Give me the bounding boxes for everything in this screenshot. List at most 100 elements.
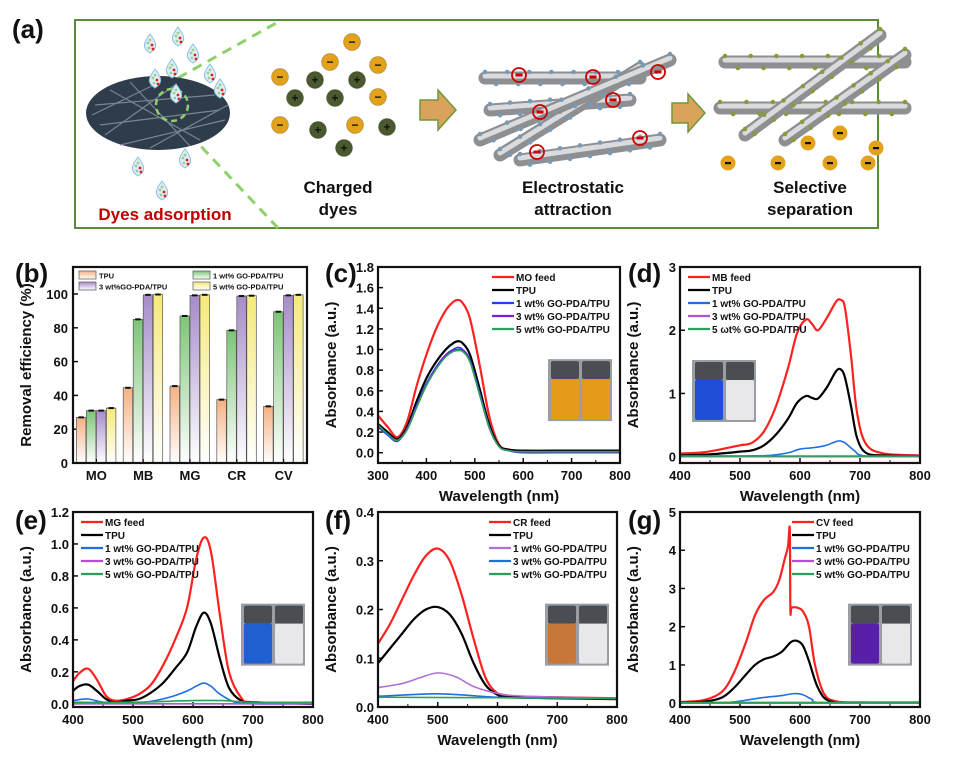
legend-item: TPU [81,531,125,542]
legend: MO feed TPU 1 wt% GO-PDA/TPU 3 wt% GO-PDA/T… [492,273,610,336]
y-tick-label: 5 [669,505,676,520]
x-tick-label: 800 [909,468,931,483]
bar-mb-series-3 [152,294,164,464]
x-tick-label: 800 [909,712,931,727]
y-tick-label: 0 [669,450,676,465]
series-line-0 [72,536,314,705]
y-tick-label: 0.4 [356,505,375,520]
schematic-dye-adsorption: Dyes adsorption −− −−−− −+ ++ ++ ++ Charged d… [74,19,912,230]
series-line-4 [377,349,620,453]
water-droplet-icon [155,180,169,201]
charge-symbol: − [326,55,333,69]
legend-b: TPU 1 wt% GO-PDA/TPU 3 wt%GO-PDA/TPU 5 wt% … [78,270,283,292]
plot-frame [71,510,315,709]
legend: MG feed TPU 1 wt% GO-PDA/TPU 3 wt% GO-PDA/T… [81,518,199,581]
legend-item: 1 wt% GO-PDA/TPU [81,544,199,555]
negative-charge-icon [532,104,548,120]
anion-dye-icon [720,155,736,171]
arrow-right-icon [419,88,458,132]
step-label-electrostatic-line1: Electrostatic [522,178,624,197]
anion-dye-icon: − [343,33,361,51]
legend-label: 1 wt% GO-PDA/TPU [105,544,199,555]
step-label-charged-dyes-line2: dyes [319,200,358,219]
legend-label: 1 wt% GO-PDA/TPU [516,299,610,310]
legend-item: 5 wt% GO-PDA/TPU [792,570,910,581]
step-label-electrostatic-line2: attraction [534,200,611,219]
y-tick-label: 0.2 [51,665,69,680]
anion-dye-icon [868,140,884,156]
vial-solution-icon [551,379,579,420]
legend-item: MO feed [492,273,555,284]
legend-label: 1 wt% GO-PDA/TPU [513,544,607,555]
chart-f-absorbance: 400 500 600 700 800 0.0 0.1 0.2 0.3 0.4 CR feed TPU… [323,505,628,749]
legend-label: MB feed [712,273,751,284]
x-tick-label: 500 [729,468,751,483]
y-tick-label: 0.2 [356,425,374,440]
panel-label-d: (d) [628,258,662,288]
legend-item: 1 wt% GO-PDA/TPU [792,544,910,555]
x-tick-label: 800 [302,712,324,727]
cation-dye-icon: + [348,71,366,89]
negative-charge-icon [585,69,601,85]
chart-e-absorbance: 400 500 600 700 800 0.0 0.2 0.4 0.6 0.8 1.0 1.2 MG f… [18,505,324,749]
x-tick-label: MO [86,468,107,483]
series-line-1 [679,367,921,458]
panel-label-b: (b) [15,258,49,288]
droplet-icons [131,26,227,201]
step-label-selective-line1: Selective [773,178,847,197]
legend-swatch [78,281,97,291]
bar-mb-series-0 [122,387,134,464]
legend-swatch [192,281,211,291]
legend-item: 3 wt% GO-PDA/TPU [492,312,610,323]
plot-frame [71,265,309,465]
bar-mg-series-0 [169,385,180,464]
legend-item: 5 ωt% GO-PDA/TPU [688,325,807,336]
fiber-network-electrostatic [473,51,677,167]
vial-cap-icon [551,361,579,380]
water-droplet-icon [213,78,227,99]
x-tick-label: 500 [122,712,144,727]
charge-symbol: + [311,73,318,87]
chart-c-absorbance: 300 400 500 600 700 800 0.0 0.2 0.4 0.6 0.8 1.0 1.2 1… [323,260,631,505]
legend-label: 3 wt% GO-PDA/TPU [105,557,199,568]
x-tick-label: 300 [367,468,389,483]
x-axis-label: Wavelength (nm) [133,732,253,749]
x-tick-label: 600 [487,712,509,727]
bar-mo-series-1 [86,410,97,464]
y-tick-label: 1.6 [356,281,374,296]
y-tick-label: 80 [54,321,68,336]
plot-frame [678,265,922,465]
legend-item: CR feed [489,518,551,529]
y-axis-label: Absorbance (a.u.) [625,302,642,429]
water-droplet-icon [165,58,179,79]
bar-mb-series-2 [142,294,154,464]
x-tick-label: 600 [789,712,811,727]
x-tick-label: 600 [789,468,811,483]
charge-symbol: − [348,35,355,49]
vial-solution-icon [275,623,303,664]
legend-item: CV feed [792,518,853,529]
legend-label: 3 wt% GO-PDA/TPU [516,312,610,323]
series-line-1 [72,611,314,705]
x-tick-label: 700 [849,712,871,727]
cation-dye-icon: + [306,71,324,89]
legend-label: 3 wt%GO-PDA/TPU [99,283,167,292]
legend-item: 1 wt% GO-PDA/TPU [192,270,283,281]
legend-label: TPU [513,531,533,542]
inset-vial-photo [848,603,912,666]
charge-symbol: + [331,91,338,105]
legend-item: 3 wt% GO-PDA/TPU [688,312,806,323]
bar-cr-series-2 [236,295,247,464]
y-tick-label: 4 [669,543,677,558]
legend-item: 5 wt% GO-PDA/TPU [489,570,607,581]
charge-symbol: + [353,73,360,87]
anion-dye-icon: − [369,56,387,74]
legend-label: 5 wt% GO-PDA/TPU [213,283,283,292]
legend-item: TPU [492,286,536,297]
anion-dye-icon: − [369,88,387,106]
cation-dye-icon: + [309,121,327,139]
y-tick-label: 0.0 [356,446,374,461]
x-tick-label: 700 [561,468,583,483]
vial-cap-icon [244,605,272,624]
